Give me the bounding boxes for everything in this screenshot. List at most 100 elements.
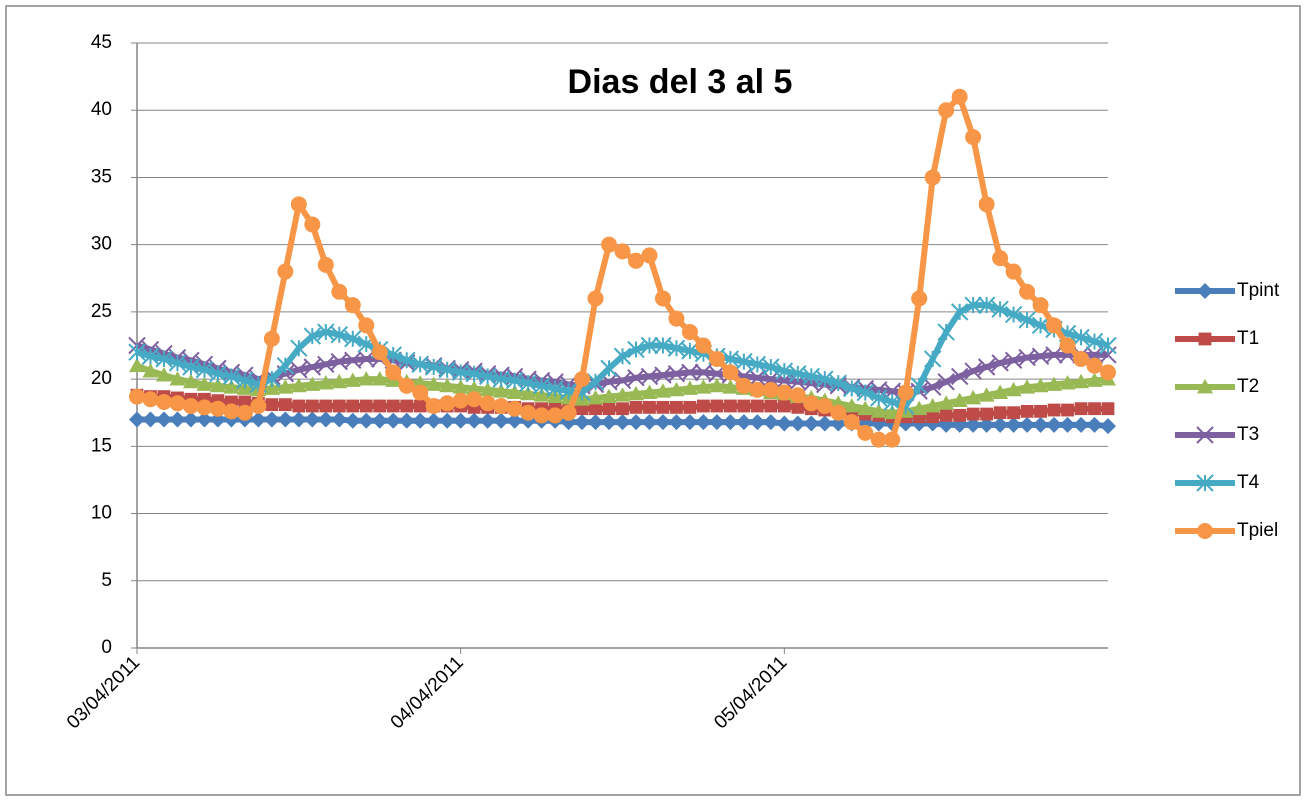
- marker: [520, 404, 537, 421]
- marker: [155, 393, 172, 410]
- marker: [668, 414, 685, 431]
- marker: [425, 376, 442, 391]
- marker: [466, 380, 483, 395]
- marker: [452, 379, 469, 394]
- marker: [722, 414, 739, 431]
- marker: [452, 392, 469, 409]
- marker: [978, 416, 995, 433]
- marker: [965, 416, 982, 433]
- marker: [209, 400, 226, 417]
- marker: [331, 373, 348, 389]
- marker: [883, 393, 901, 411]
- marker: [465, 365, 483, 383]
- marker: [775, 362, 794, 380]
- marker: [978, 196, 995, 213]
- marker: [182, 373, 199, 389]
- marker: [654, 290, 671, 307]
- marker: [344, 330, 362, 348]
- marker: [950, 367, 969, 386]
- marker: [953, 409, 967, 422]
- legend-marker: [1196, 426, 1214, 444]
- marker: [290, 377, 307, 393]
- marker: [169, 395, 186, 412]
- marker: [616, 402, 629, 416]
- marker: [1059, 416, 1076, 433]
- marker: [412, 384, 429, 401]
- marker: [802, 367, 821, 386]
- marker: [978, 387, 995, 402]
- marker: [398, 377, 415, 394]
- marker: [1086, 372, 1103, 387]
- marker: [643, 400, 656, 414]
- marker: [493, 398, 510, 414]
- marker: [413, 399, 427, 413]
- marker: [492, 370, 510, 388]
- legend-label: Tpiel: [1237, 520, 1278, 541]
- marker: [574, 371, 591, 388]
- y-tick-label: 40: [91, 99, 112, 120]
- marker: [708, 350, 725, 367]
- marker: [385, 412, 402, 429]
- marker: [843, 398, 860, 413]
- marker: [346, 399, 360, 413]
- marker: [330, 352, 348, 371]
- marker: [265, 398, 279, 412]
- marker: [695, 379, 712, 394]
- marker: [142, 411, 159, 428]
- marker: [640, 367, 659, 386]
- marker: [196, 399, 213, 416]
- marker: [196, 376, 213, 391]
- marker: [1018, 348, 1036, 367]
- marker: [263, 380, 280, 395]
- marker: [586, 373, 605, 391]
- marker: [735, 352, 753, 371]
- marker: [182, 411, 199, 428]
- marker: [290, 196, 307, 213]
- marker: [923, 350, 942, 368]
- marker: [1100, 364, 1116, 381]
- marker: [182, 358, 200, 376]
- marker: [924, 398, 941, 413]
- marker: [910, 377, 928, 395]
- legend-marker: [1198, 332, 1212, 346]
- marker: [505, 371, 524, 390]
- marker: [155, 367, 172, 382]
- marker: [830, 404, 847, 421]
- marker: [980, 407, 994, 421]
- marker: [937, 373, 955, 391]
- marker: [938, 102, 955, 119]
- marker: [681, 380, 698, 395]
- marker: [195, 360, 214, 379]
- marker: [479, 395, 496, 412]
- marker: [424, 358, 443, 376]
- marker: [141, 347, 160, 365]
- marker: [938, 395, 955, 410]
- marker: [439, 395, 456, 412]
- marker: [344, 372, 361, 387]
- marker: [1007, 406, 1020, 420]
- marker: [223, 379, 240, 394]
- marker: [129, 388, 145, 405]
- marker: [479, 381, 496, 397]
- marker: [1018, 311, 1036, 329]
- marker: [250, 411, 267, 428]
- marker: [451, 363, 470, 382]
- marker: [1085, 332, 1104, 351]
- marker: [1059, 337, 1076, 354]
- marker: [1031, 347, 1050, 365]
- marker: [803, 415, 820, 432]
- marker: [169, 371, 186, 386]
- marker: [897, 384, 914, 401]
- marker: [911, 400, 928, 416]
- marker: [694, 363, 713, 382]
- marker: [1020, 404, 1034, 418]
- marker: [304, 216, 321, 233]
- marker: [425, 412, 442, 429]
- marker: [683, 400, 697, 414]
- marker: [681, 324, 698, 341]
- marker: [386, 399, 400, 413]
- marker: [926, 410, 940, 424]
- marker: [911, 290, 928, 307]
- marker: [277, 411, 294, 428]
- marker: [735, 377, 752, 394]
